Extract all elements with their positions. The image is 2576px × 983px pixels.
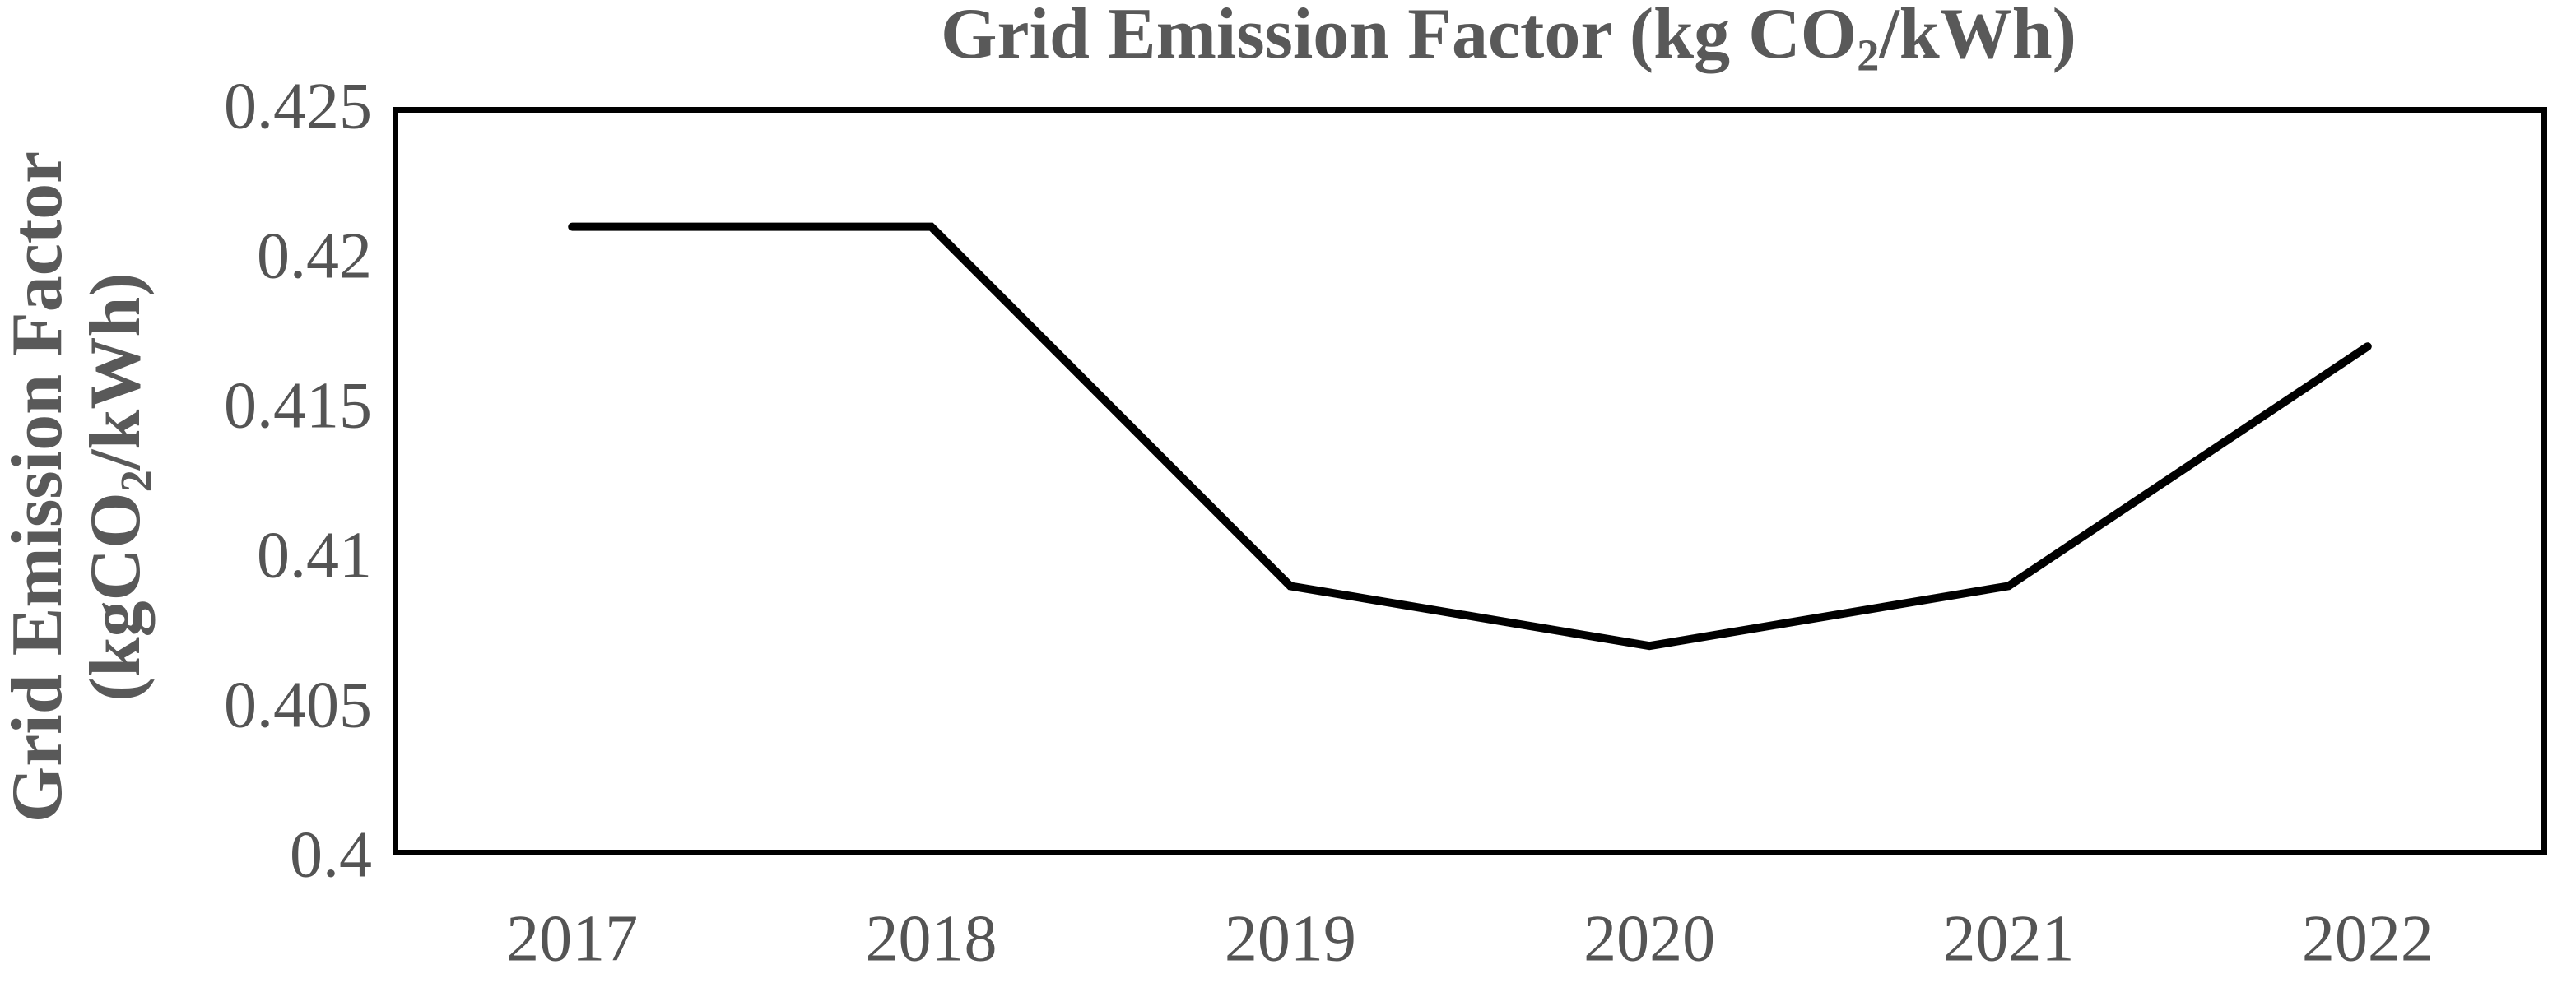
chart-title: Grid Emission Factor (kg CO2/kWh)	[941, 0, 2076, 79]
y-axis-title-line1: Grid Emission Factor	[0, 151, 77, 823]
x-axis-tick-label: 2019	[1224, 902, 1356, 976]
y-axis-tick-label: 0.41	[257, 519, 372, 592]
x-axis-tick-label: 2017	[506, 902, 639, 976]
x-axis-tick-label: 2021	[1942, 902, 2075, 976]
y-axis-title: Grid Emission Factor (kgCO2/kWh)	[0, 151, 161, 823]
y-axis-tick-label: 0.415	[224, 369, 372, 443]
y-axis-title-subscript: 2	[111, 470, 162, 493]
y-axis-tick-label: 0.425	[224, 70, 372, 143]
plot-border	[393, 107, 2547, 855]
y-axis-title-line2: (kgCO2/kWh)	[75, 272, 162, 702]
y-axis-tick-label: 0.42	[257, 220, 372, 293]
y-axis-tick-label: 0.4	[290, 818, 372, 892]
series-line	[568, 222, 2372, 651]
chart-title-text: Grid Emission Factor (kg CO	[941, 0, 1858, 74]
x-axis-tick-label: 2022	[2301, 902, 2434, 976]
chart-title-unit: /kWh)	[1879, 0, 2076, 74]
x-axis-tick-label: 2020	[1583, 902, 1716, 976]
chart-title-subscript: 2	[1857, 30, 1880, 81]
plot-area	[393, 107, 2547, 855]
x-axis-tick-label: 2018	[865, 902, 997, 976]
y-axis-tick-label: 0.405	[224, 669, 372, 742]
